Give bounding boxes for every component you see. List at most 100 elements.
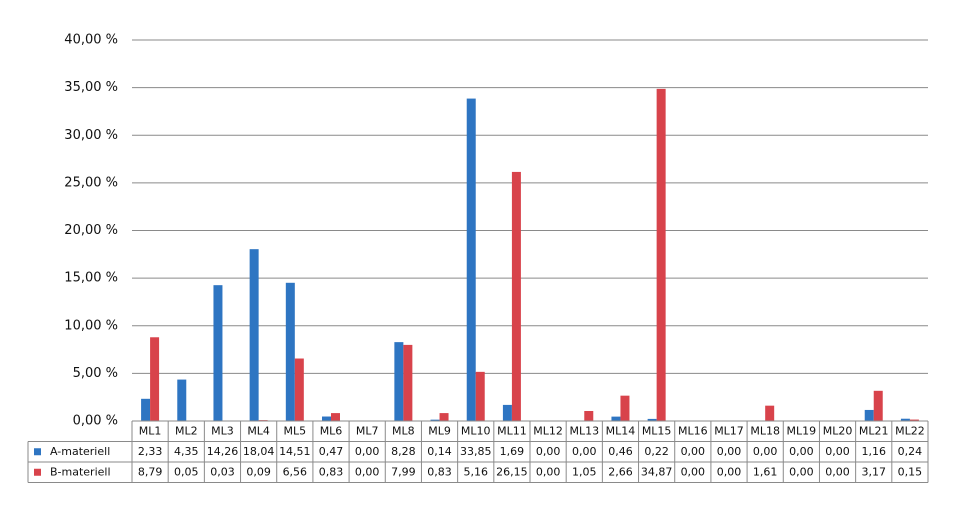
table-value: 0,14 (427, 445, 452, 458)
table-value: 0,46 (608, 445, 633, 458)
bar (656, 88, 666, 421)
bar (620, 395, 630, 421)
bar (647, 418, 657, 421)
bar (177, 379, 187, 421)
legend-swatch (34, 448, 41, 456)
y-tick-label: 0,00 % (73, 414, 118, 429)
table-value: 0,00 (681, 465, 706, 478)
table-value: 0,00 (355, 465, 380, 478)
table-value: 0,00 (717, 465, 742, 478)
table-value: 0,00 (355, 445, 380, 458)
x-tick-label: ML9 (428, 424, 451, 437)
table-value: 3,17 (861, 465, 886, 478)
bar (466, 98, 476, 422)
bar (394, 342, 404, 421)
y-tick-label: 5,00 % (73, 366, 118, 381)
x-tick-label: ML21 (859, 424, 889, 437)
table-value: 1,69 (500, 445, 525, 458)
table-value: 0,00 (789, 465, 814, 478)
table-value: 14,51 (279, 445, 311, 458)
x-tick-label: ML16 (678, 424, 708, 437)
table-value: 4,35 (174, 445, 199, 458)
table-value: 8,28 (391, 445, 416, 458)
table-value: 33,85 (460, 445, 492, 458)
x-tick-label: ML11 (497, 424, 527, 437)
bar (439, 413, 449, 421)
table-value: 0,00 (789, 445, 814, 458)
x-tick-label: ML4 (247, 424, 270, 437)
table-value: 0,47 (319, 445, 344, 458)
table-value: 0,00 (536, 445, 561, 458)
bar (213, 285, 223, 421)
x-tick-label: ML13 (569, 424, 599, 437)
table-value: 2,33 (138, 445, 163, 458)
bar (502, 404, 512, 421)
table-value: 2,66 (608, 465, 633, 478)
bar (511, 171, 521, 421)
y-tick-label: 30,00 % (64, 128, 118, 143)
x-tick-label: ML22 (895, 424, 925, 437)
table-value: 18,04 (243, 445, 275, 458)
x-tick-label: ML20 (823, 424, 853, 437)
bar (430, 419, 440, 421)
x-tick-label: ML6 (320, 424, 343, 437)
bar (141, 398, 151, 421)
bar (331, 413, 340, 421)
x-tick-label: ML3 (211, 424, 234, 437)
y-tick-label: 10,00 % (64, 318, 118, 333)
table-value: 5,16 (463, 465, 488, 478)
x-tick-label: ML19 (787, 424, 817, 437)
legend-label: B-materiell (50, 465, 111, 478)
bar (611, 416, 621, 421)
y-tick-label: 25,00 % (64, 175, 118, 190)
bar (249, 249, 259, 421)
x-tick-label: ML5 (284, 424, 307, 437)
table-value: 0,00 (825, 465, 850, 478)
y-tick-label: 40,00 % (64, 33, 118, 48)
bar (873, 390, 883, 421)
y-tick-label: 15,00 % (64, 271, 118, 286)
legend-swatch (34, 468, 41, 476)
table-value: 0,24 (898, 445, 923, 458)
table-value: 7,99 (391, 465, 416, 478)
table-value: 0,09 (246, 465, 271, 478)
table-value: 6,56 (283, 465, 308, 478)
x-tick-label: ML12 (533, 424, 563, 437)
table-value: 0,22 (644, 445, 669, 458)
x-tick-label: ML15 (642, 424, 672, 437)
table-value: 0,00 (536, 465, 561, 478)
table-value: 0,00 (717, 445, 742, 458)
table-value: 0,00 (825, 445, 850, 458)
table-value: 0,03 (210, 465, 235, 478)
y-tick-label: 35,00 % (64, 80, 118, 95)
table-value: 0,00 (753, 445, 778, 458)
bar (900, 418, 910, 421)
table-value: 0,00 (681, 445, 706, 458)
x-tick-label: ML14 (606, 424, 636, 437)
x-tick-label: ML17 (714, 424, 744, 437)
table-value: 1,16 (861, 445, 886, 458)
x-tick-label: ML8 (392, 424, 415, 437)
bar (584, 410, 594, 421)
table-value: 0,83 (427, 465, 452, 478)
y-tick-label: 20,00 % (64, 223, 118, 238)
x-tick-label: ML7 (356, 424, 379, 437)
legend-label: A-materiell (50, 445, 110, 458)
table-value: 1,05 (572, 465, 597, 478)
table-value: 0,00 (572, 445, 597, 458)
x-tick-label: ML1 (139, 424, 162, 437)
bar (765, 405, 775, 421)
bar (150, 337, 160, 421)
table-value: 14,26 (207, 445, 239, 458)
table-value: 0,05 (174, 465, 199, 478)
bar (403, 344, 413, 421)
bar (322, 416, 331, 421)
bar (475, 371, 485, 421)
bar (285, 282, 295, 421)
bar (864, 409, 874, 421)
table-value: 34,87 (641, 465, 673, 478)
x-tick-label: ML10 (461, 424, 491, 437)
table-value: 1,61 (753, 465, 778, 478)
table-value: 0,15 (898, 465, 923, 478)
